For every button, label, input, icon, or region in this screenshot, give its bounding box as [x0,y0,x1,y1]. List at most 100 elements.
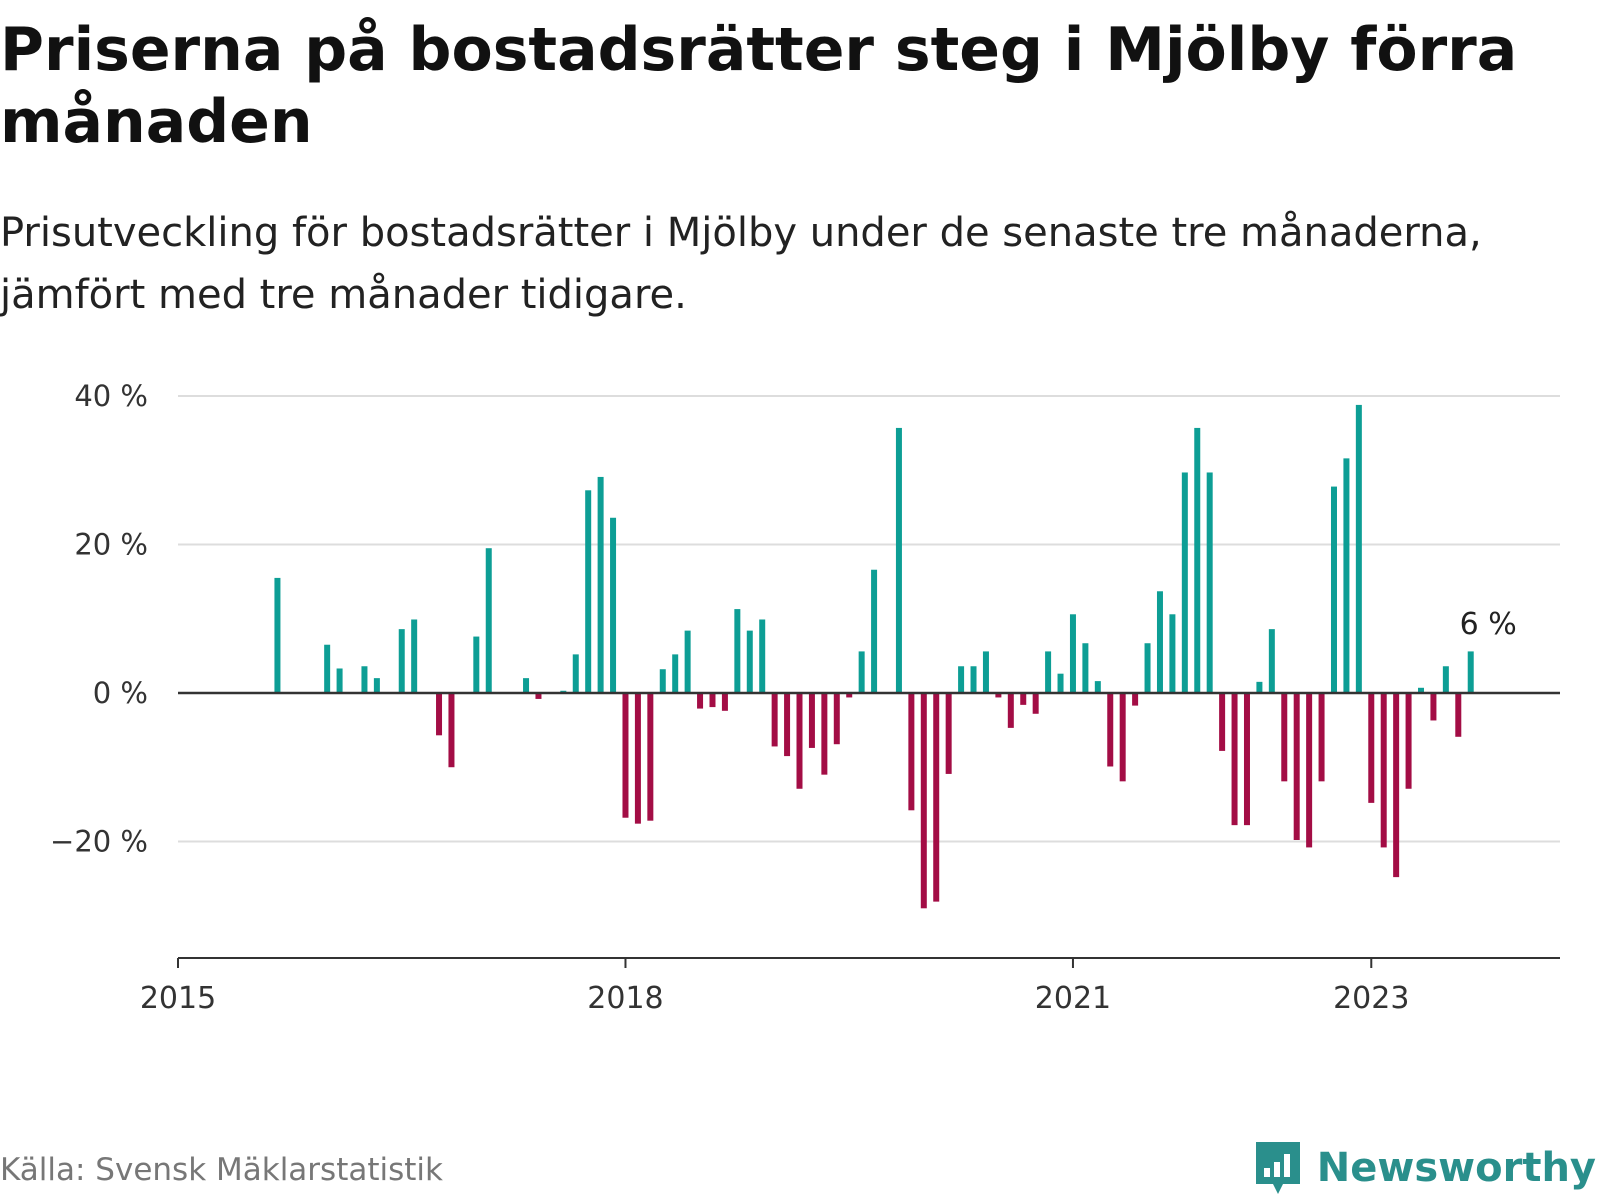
bar-chart: 40 % 20 % 0 % −20 % 2015 2018 2021 2023 6 % [50,379,1560,1010]
bar [1181,472,1188,693]
bar [1007,692,1014,728]
bar [523,678,530,693]
bar [1169,614,1176,693]
bar [336,668,343,693]
bar [1355,404,1362,693]
bar [485,548,492,693]
bar [1069,614,1076,693]
bar [585,490,592,693]
bar [1094,681,1101,693]
bar [572,654,579,693]
bar [622,692,629,818]
bar [672,654,679,693]
bar [1281,692,1288,782]
bar [1380,692,1387,848]
bar [908,692,915,811]
bar [920,692,927,909]
bar [982,651,989,693]
bar [1256,681,1263,693]
bar [958,666,965,693]
bar [945,692,952,774]
bar [1418,687,1424,693]
bar [1156,591,1163,693]
bar [1405,692,1412,789]
bar [1107,692,1114,767]
bar [1330,486,1337,693]
bar [1318,692,1325,782]
y-tick-label: 20 % [74,527,148,561]
x-tick-label: 2018 [587,981,663,1010]
bar [1206,472,1213,693]
x-axis: 2015 2018 2021 2023 [140,957,1560,1010]
bar [1455,692,1462,737]
bar [1219,692,1226,751]
x-tick-label: 2015 [140,981,216,1010]
bar [895,427,902,693]
y-tick-label: 40 % [74,379,148,413]
bar [858,651,865,693]
bars [274,404,1474,909]
bar [1119,692,1126,782]
bar [1430,692,1437,721]
bar [1442,666,1449,693]
bar [796,692,803,789]
grid-lines [178,395,1560,843]
bar [721,692,728,711]
bar [759,619,766,693]
bar [436,692,443,736]
newsworthy-logo-icon [1255,1142,1300,1194]
brand-logo: Newsworthy [1253,1138,1596,1198]
y-axis-ticks: 40 % 20 % 0 % −20 % [50,379,148,858]
bar [1231,692,1238,826]
bar [1293,692,1300,840]
bar [709,692,716,708]
bar [684,630,691,693]
bar [535,692,542,699]
bar [995,692,1002,698]
bar [784,692,791,757]
bar [324,644,331,693]
bar [1082,643,1089,693]
bar [1032,692,1039,714]
bar [1057,673,1064,693]
bar [1144,643,1151,693]
bar [846,692,853,698]
bar [411,619,418,693]
y-tick-label: −20 % [50,824,148,858]
bar [746,630,753,693]
bar [1268,629,1275,693]
bar [1194,427,1201,693]
bar [970,666,977,693]
bar [361,666,368,693]
bar [398,629,405,693]
bar [933,692,940,902]
bar [274,577,281,693]
bar [1045,651,1052,693]
bar [871,569,878,693]
bar [610,517,617,693]
y-tick-label: 0 % [93,676,148,710]
x-tick-label: 2023 [1333,981,1409,1010]
bar [597,476,604,693]
brand-name: Newsworthy [1316,1145,1596,1191]
bar [734,609,741,693]
bar [1132,692,1139,706]
bar [833,692,840,745]
bar [1467,651,1474,693]
bar [473,636,480,693]
chart-title: Priserna på bostadsrätter steg i Mjölby … [0,15,1518,157]
source-note: Källa: Svensk Mäklarstatistik [0,1152,443,1188]
bar [808,692,815,748]
chart-subtitle: Prisutveckling för bostadsrätter i Mjölb… [0,210,1482,318]
bar [1306,692,1313,848]
bar [448,692,455,768]
bar [1020,692,1027,705]
bar [634,692,641,824]
bar [1368,692,1375,803]
bar [1243,692,1250,826]
bar [373,678,380,693]
last-value-label: 6 % [1460,607,1517,642]
bar [647,692,654,821]
bar [697,692,704,709]
bar [659,669,666,693]
